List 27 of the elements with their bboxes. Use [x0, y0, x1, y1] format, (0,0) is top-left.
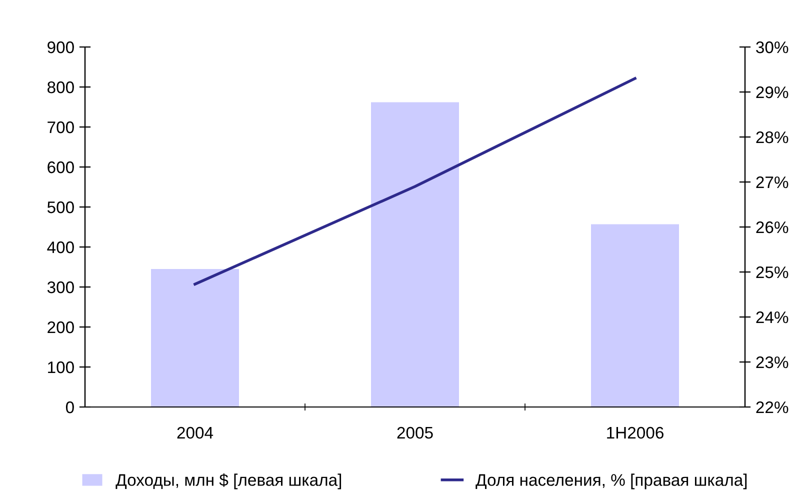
bar	[591, 224, 679, 407]
y-tick-label: 500	[47, 201, 74, 214]
x-tick-label: 2004	[177, 426, 214, 439]
y2-tick-label: 25%	[756, 266, 788, 278]
y-tick-label: 300	[47, 281, 74, 294]
y-tick-label: 400	[47, 241, 74, 254]
y-tick-label: 0	[66, 401, 74, 414]
bar	[151, 269, 239, 407]
y-tick-label: 700	[48, 121, 74, 134]
bar	[371, 102, 459, 407]
y-tick-label: 100	[48, 361, 74, 374]
y2-tick-label: 28%	[756, 131, 788, 144]
y2-tick-label: 24%	[756, 311, 788, 324]
y2-tick-label: 29%	[756, 86, 788, 98]
y2-tick-label: 22%	[756, 401, 788, 414]
y-tick-label: 200	[48, 321, 74, 334]
y-tick-label: 600	[48, 161, 74, 174]
y2-tick-label: 23%	[756, 356, 788, 368]
y2-tick-label: 27%	[756, 176, 788, 188]
y2-tick-label: 30%	[756, 41, 788, 54]
y2-tick-label: 26%	[756, 221, 788, 234]
legend-label: Доля населения, % [правая шкала]	[476, 474, 747, 490]
y-tick-label: 800	[48, 81, 74, 94]
y-tick-label: 900	[48, 41, 74, 54]
x-tick-label: 2005	[397, 426, 433, 439]
legend-label: Доходы, млн $ [левая шкала]	[116, 473, 342, 490]
x-tick-label: 1H2006	[607, 426, 664, 439]
